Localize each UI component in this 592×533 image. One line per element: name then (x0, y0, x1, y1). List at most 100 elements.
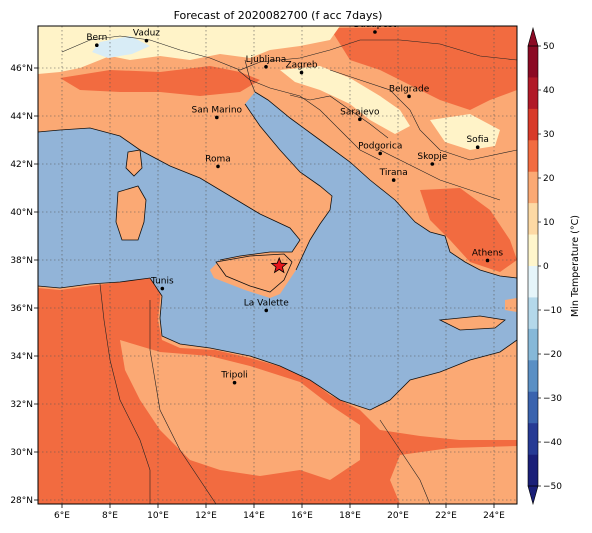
island-crete (440, 316, 505, 330)
marker-layer (270, 256, 288, 274)
latitude-label: 38°N (10, 256, 33, 266)
city-label: Tunis (150, 277, 174, 287)
colorbar-tick-label: 40 (543, 86, 555, 96)
city-dot (160, 286, 165, 291)
city-dot (391, 178, 396, 182)
colorbar-segment (528, 203, 538, 235)
city-dot (485, 258, 490, 263)
colorbar-tick-label: 20 (543, 174, 555, 184)
longitude-label: 6°E (54, 511, 70, 521)
colorbar-segment (528, 108, 538, 141)
city-label: Sarajevo (340, 107, 380, 117)
map-frame (37, 25, 518, 505)
city-label: Budapest (354, 20, 397, 30)
longitude-label: 8°E (102, 511, 118, 521)
latitude-label: 36°N (10, 304, 33, 314)
latitude-labels: 46°N 44°N 42°N 40°N 38°N 36°N 34°N 32°N 30°N 28°N (10, 64, 38, 506)
city-label: Belgrade (389, 84, 430, 94)
city-dot (264, 308, 269, 313)
longitude-label: 10°E (147, 511, 169, 521)
island-sardinia (116, 186, 146, 240)
hot-zone-greece (420, 188, 517, 272)
coastlines (38, 91, 517, 411)
latitude-label: 40°N (10, 208, 33, 218)
colorbar: 50 40 30 20 10 0 −10 −20 −30 −40 −50 (527, 26, 562, 506)
warm-zone-libya (120, 340, 360, 480)
colorbar-extend-min (527, 485, 539, 506)
colorbar-segment (528, 423, 538, 455)
city-dot (430, 162, 435, 166)
city-label: Roma (205, 154, 231, 164)
city-dot (144, 38, 149, 43)
city-dot (378, 151, 383, 156)
colorbar-tick-label: −20 (543, 350, 562, 360)
latitude-label: 28°N (10, 496, 33, 506)
colorbar-segment (528, 266, 538, 298)
city-label: Podgorica (358, 141, 402, 151)
city-label: Ljubljana (246, 55, 287, 65)
island-corsica (126, 150, 142, 176)
latitude-label: 32°N (10, 400, 33, 410)
city-dot (358, 117, 362, 122)
city-dot (299, 70, 304, 75)
colorbar-tick-label: 0 (543, 262, 549, 272)
latitude-label: 34°N (10, 352, 33, 362)
colorbar-segment (528, 360, 538, 393)
colorbar-label: Min Temperature (°C) (570, 215, 581, 317)
city-label: Skopje (417, 152, 447, 162)
warm-zone-egypt (390, 446, 517, 504)
colorbar-segment (528, 77, 538, 110)
longitude-label: 16°E (291, 511, 313, 521)
colorbar-extend-max (527, 26, 539, 47)
longitude-label: 24°E (483, 511, 505, 521)
city-label: Bern (86, 33, 107, 43)
colorbar-tick-label: −30 (543, 394, 562, 404)
city-label: Vaduz (133, 29, 160, 39)
latitude-label: 30°N (10, 448, 33, 458)
city-label: San Marino (192, 105, 243, 115)
city-dot (215, 115, 219, 120)
city-label: Tirana (379, 168, 408, 178)
longitude-label: 12°E (195, 511, 217, 521)
latitude-label: 42°N (10, 160, 33, 170)
longitude-label: 20°E (387, 511, 409, 521)
colorbar-segment (528, 297, 538, 330)
star-marker (270, 256, 288, 274)
colorbar-segment (528, 454, 538, 487)
longitude-label: 18°E (339, 511, 361, 521)
hot-zone-north-italy (60, 66, 260, 96)
longitude-label: 14°E (243, 511, 265, 521)
latitude-label: 46°N (10, 64, 33, 74)
latitude-label: 44°N (10, 112, 33, 122)
colorbar-tick-label: 10 (543, 218, 555, 228)
city-label: Zagreb (285, 61, 317, 71)
colorbar-segment (528, 391, 538, 424)
city-dot (232, 380, 237, 385)
mild-zone-alps (38, 26, 340, 74)
island-cyprus-edge (505, 298, 517, 312)
colorbar-segment (528, 140, 538, 173)
city-dot (407, 94, 411, 99)
cool-zone-alps (92, 36, 150, 58)
colorbar-tick-label: −50 (543, 482, 562, 492)
colorbar-tick-label: 50 (543, 42, 555, 52)
colorbar-segment (528, 46, 538, 78)
city-label: Athens (472, 248, 503, 258)
country-borders (61, 35, 517, 504)
city-dot (264, 65, 268, 69)
colorbar-tick-label: 30 (543, 130, 555, 140)
colorbar-segment (528, 234, 538, 267)
longitude-label: 22°E (435, 511, 457, 521)
city-dot (216, 164, 220, 169)
colorbar-segment (528, 328, 538, 361)
figure-title: Forecast of 2020082700 (f acc 7days) (174, 9, 383, 22)
mild-zone-dinaric (280, 66, 410, 134)
city-label: Sofia (466, 135, 488, 145)
city-label: Tripoli (220, 371, 248, 381)
colorbar-tick-label: −10 (543, 306, 562, 316)
city-label: La Valette (244, 298, 289, 308)
colorbar-segment (528, 171, 538, 204)
longitude-labels: 6°E 8°E 10°E 12°E 14°E 16°E 18°E 20°E 22°E 24°E (54, 504, 505, 521)
